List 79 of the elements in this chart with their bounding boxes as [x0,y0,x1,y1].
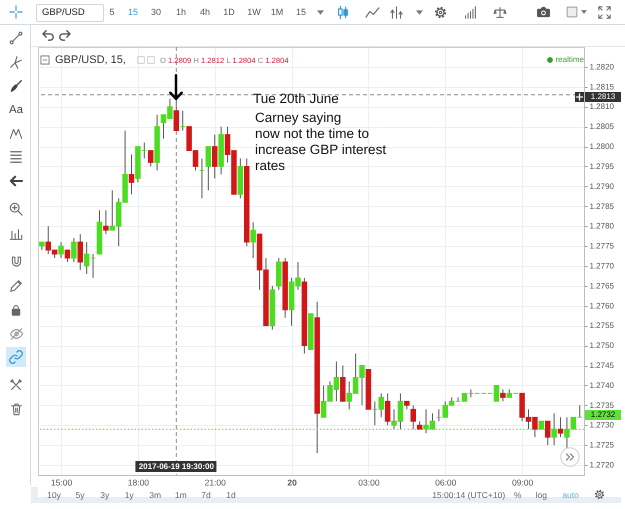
candlestick [276,258,282,290]
text: 1W [247,6,261,18]
x-tick-label: 09:00 [512,478,534,488]
candlestick [180,110,186,132]
text: 15 [128,6,138,18]
candlestick [206,146,212,191]
annotation: realtime [556,54,584,64]
text: Aa [8,103,24,117]
candlestick [78,234,84,270]
ref-line-label: 1.2813 [585,92,621,102]
text: 7d [201,490,211,500]
y-tick-label: 1.2815 [590,82,615,92]
candlestick [250,222,256,259]
text: log [536,490,547,500]
annotation: Tue 20th June [253,90,339,106]
text: auto [562,490,579,500]
text: GBP/USD [42,7,85,18]
ref-line-label: 2017-06-19 19:30:00 [136,460,217,472]
y-tick-label: 1.2725 [590,440,615,450]
y-tick-label: 1.2775 [590,242,615,251]
y-tick-label: 1.2770 [590,261,615,270]
text: 3m [149,490,162,500]
y-tick-label: 1.2720 [590,460,615,470]
annotation: Carney saying now not the time to increase GBP interest rates [255,110,386,174]
text: 15 [296,6,306,18]
text: 15:00:14 (UTC+10) [432,490,506,500]
candlestick [71,238,77,262]
x-tick-label: 21:00 [204,478,226,488]
candlestick [551,412,557,446]
y-tick-label: 1.2760 [590,301,615,310]
candlestick [212,134,218,179]
text: 1h [176,6,186,18]
candlestick [544,420,550,446]
candlestick [199,158,205,199]
x-tick-label: 03:00 [358,478,380,488]
text: 1.2732 [585,410,621,420]
candlestick [128,154,134,195]
y-tick-label: 1.2780 [590,222,615,231]
x-tick-label: 15:00 [50,478,72,488]
text: 1d [226,490,236,500]
y-tick-label: 1.2740 [590,380,615,390]
y-tick-label: 1.2755 [590,321,615,330]
candlestick [340,365,346,402]
x-tick-label: 18:00 [128,478,150,488]
text: % [514,490,522,500]
x-tick-label: 20 [287,478,298,488]
y-tick-label: 1.2785 [590,202,615,211]
y-tick-label: 1.2810 [590,102,615,112]
y-tick-label: 1.2735 [590,400,615,410]
text: 5 [109,6,115,18]
candlestick [558,416,564,438]
y-tick-label: 1.2745 [590,361,615,370]
y-tick-label: 1.2730 [590,420,615,430]
y-tick-label: 1.2750 [590,341,615,350]
y-tick-label: 1.2805 [590,122,615,132]
y-tick-label: 1.2790 [590,182,615,191]
text: 1y [124,490,134,500]
candlestick [58,242,64,259]
text: 1m [174,490,187,500]
candlestick [64,250,70,262]
y-tick-label: 1.2765 [590,281,615,290]
text: 3y [100,490,110,500]
candlestick [148,150,154,167]
candlestick [174,98,180,132]
x-tick-label: 06:00 [435,478,457,488]
candlestick [410,404,416,430]
y-tick-label: 1.2800 [590,142,615,152]
candlestick [500,388,506,402]
y-tick-label: 1.2820 [590,62,615,72]
candlestick [103,210,109,235]
text: 10y [47,490,61,500]
text: 1D [223,6,235,18]
candlestick [384,392,390,426]
text: 5y [76,490,84,500]
text: 30 [150,6,162,18]
text: 1M [270,6,284,18]
text: 4h [200,6,210,18]
text: GBP/USD, 15, [55,54,126,66]
y-tick-label: 1.2795 [590,162,615,171]
